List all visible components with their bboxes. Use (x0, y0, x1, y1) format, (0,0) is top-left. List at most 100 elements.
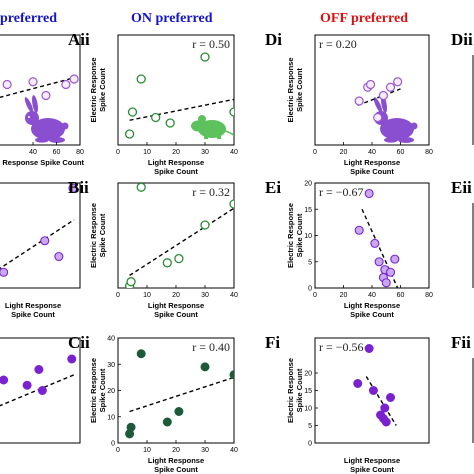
y-tick-label: 5 (308, 259, 312, 266)
mouse-icon-foot (204, 136, 208, 139)
data-point (370, 238, 380, 248)
y-axis-label: Electric Response (286, 57, 295, 122)
header-off-preferred: OFF preferred (320, 11, 408, 26)
x-axis-label-line2: Spike Count (350, 167, 394, 176)
data-point (374, 257, 384, 267)
regression-line (0, 374, 75, 407)
correlation-text: r = −0.67 (319, 185, 364, 199)
data-point (373, 112, 383, 123)
data-point (2, 79, 12, 90)
data-point (364, 344, 374, 353)
x-tick-label: 20 (340, 292, 348, 299)
plot-area (125, 349, 234, 439)
y-tick-label: 0 (111, 441, 115, 448)
y-axis-label: Electric Response (89, 358, 98, 423)
data-point (37, 386, 47, 395)
y-axis-label-line2: Spike Count (295, 213, 304, 257)
x-tick-label: 60 (53, 149, 61, 156)
panel-label-fii: Fii (451, 333, 471, 352)
y-tick-label: 5 (308, 423, 312, 430)
data-point (229, 107, 234, 117)
x-axis-label-line2: Spike Count (350, 465, 394, 474)
data-point (378, 90, 388, 101)
data-point (136, 349, 146, 359)
x-axis-label-line2: Spike Count (11, 310, 55, 319)
x-axis-label: Light Response (148, 158, 204, 167)
y-axis-label-line2: Spike Count (98, 368, 107, 412)
y-tick-label: 0 (308, 441, 312, 448)
x-tick-label: 40 (368, 292, 376, 299)
y-axis-label: Electric Response (286, 358, 295, 423)
data-point (136, 74, 146, 84)
data-point (162, 258, 172, 268)
x-axis-label-line2: Spike Count (350, 310, 394, 319)
data-point (126, 277, 136, 287)
correlation-text: r = 0.20 (319, 37, 357, 51)
x-axis-label-line2: Spike Count (154, 310, 198, 319)
y-tick-label: 10 (304, 233, 312, 240)
x-tick-label: 30 (201, 149, 209, 156)
mouse-icon-head (191, 120, 205, 132)
rabbit-icon-tail (410, 122, 418, 130)
data-point (124, 129, 135, 139)
y-tick-label: 10 (107, 414, 115, 421)
rabbit-icon-ear (24, 97, 34, 113)
data-point (165, 118, 175, 128)
x-tick-label: 80 (425, 149, 433, 156)
y-tick-label: 40 (107, 336, 115, 343)
panel-label-eii: Eii (451, 178, 472, 197)
x-tick-label: 10 (143, 292, 151, 299)
data-point (386, 393, 396, 402)
data-point (174, 253, 184, 264)
data-point (28, 77, 38, 87)
x-axis-label: Light Response (344, 456, 400, 465)
rabbit-icon-body (380, 118, 414, 140)
data-point (0, 375, 9, 385)
y-axis-label-line2: Spike Count (295, 68, 304, 112)
x-tick-label: 0 (116, 149, 120, 156)
correlation-text: r = 0.50 (192, 37, 230, 51)
data-point (200, 220, 210, 230)
x-tick-label: 10 (143, 447, 151, 454)
x-tick-label: 0 (116, 292, 120, 299)
x-tick-label: 30 (201, 447, 209, 454)
data-point (200, 362, 210, 372)
data-point (353, 379, 363, 388)
x-axis-label-line2: Spike Count (154, 167, 198, 176)
y-axis-label: Electric Response (89, 57, 98, 122)
y-tick-label: 0 (308, 286, 312, 293)
x-tick-label: 20 (340, 149, 348, 156)
y-axis-label-line2: Spike Count (98, 213, 107, 257)
data-point (40, 236, 50, 246)
regression-line (365, 376, 397, 426)
data-point (69, 74, 79, 84)
correlation-text: r = 0.32 (192, 185, 230, 199)
x-tick-label: 0 (313, 292, 317, 299)
plot-area (124, 52, 234, 139)
panel-label: Bii (68, 178, 89, 197)
data-point (354, 225, 364, 235)
data-point (151, 112, 161, 123)
plot-area (0, 354, 77, 407)
x-tick-label: 40 (230, 292, 238, 299)
data-point (174, 407, 184, 416)
x-tick-label: 60 (397, 292, 405, 299)
panel-a-left: 40 60 80 Light Response Spike Count (0, 34, 85, 167)
x-tick-label: 40 (230, 447, 238, 454)
data-point (381, 278, 391, 288)
x-tick-label: 80 (425, 292, 433, 299)
plot-area (353, 344, 397, 427)
data-point (229, 370, 234, 380)
x-axis-label: Light Response (344, 301, 400, 310)
data-point (54, 251, 64, 262)
data-point (0, 267, 9, 277)
x-axis-label: Light Response (148, 456, 204, 465)
regression-line (129, 207, 234, 276)
data-point (385, 267, 396, 277)
